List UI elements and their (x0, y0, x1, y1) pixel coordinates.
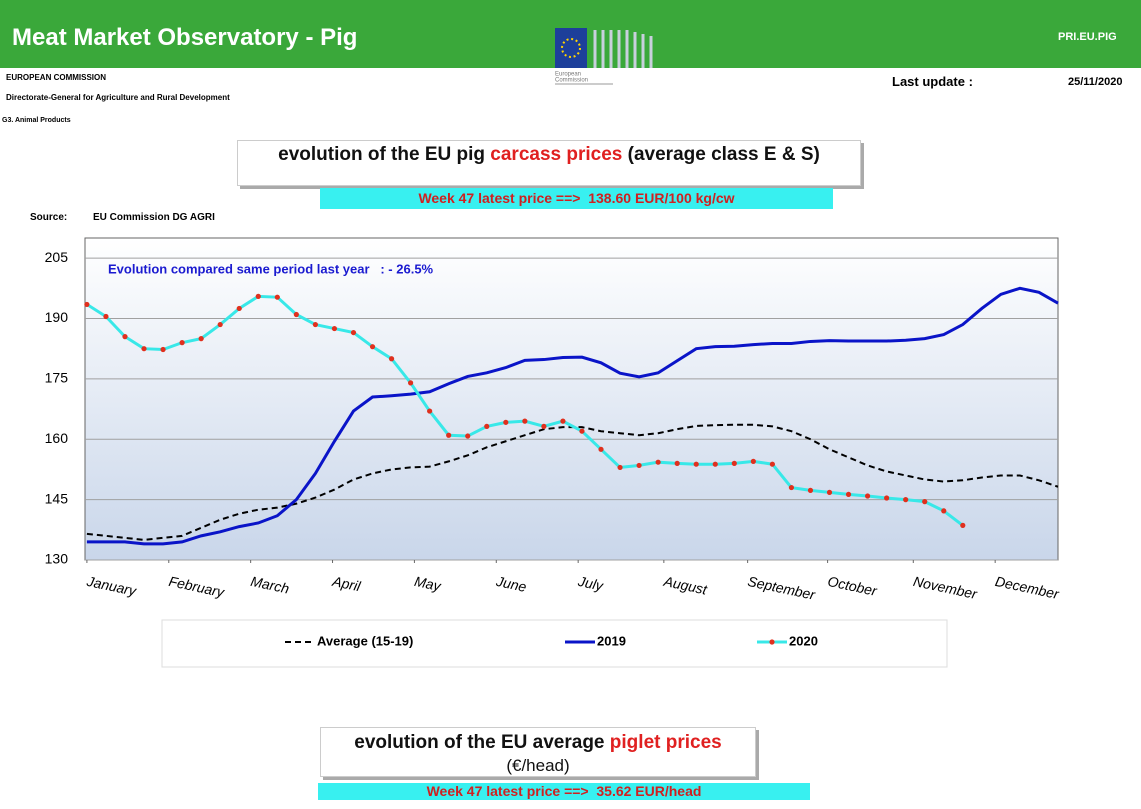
marker (884, 495, 890, 501)
marker (369, 344, 376, 350)
logo-text: European (555, 72, 581, 78)
marker (826, 489, 833, 495)
marker (636, 462, 642, 469)
marker (674, 460, 680, 466)
dg: Directorate-General for Agriculture and … (6, 93, 230, 102)
marker (845, 491, 852, 497)
marker (141, 346, 147, 352)
marker (465, 433, 471, 439)
legend-label: Average (15-19) (317, 633, 413, 648)
marker (750, 458, 756, 464)
title-box (320, 727, 756, 777)
marker (84, 301, 90, 308)
y-tick-label: 160 (45, 430, 69, 446)
marker (807, 487, 814, 493)
title-part: piglet prices (609, 732, 722, 753)
marker (731, 460, 737, 466)
x-tick-label: September (746, 573, 818, 603)
marker (712, 461, 718, 467)
annotation: Evolution compared same period last year… (108, 261, 434, 276)
title-part: evolution of the EU average (354, 732, 605, 753)
x-tick-label: April (330, 573, 363, 595)
y-tick-label: 175 (45, 370, 69, 386)
last-update: 25/11/2020 (1068, 76, 1123, 88)
legend-label: 2020 (789, 633, 818, 648)
y-tick-label: 130 (45, 551, 69, 567)
x-tick-label: January (85, 573, 139, 599)
legend-box (161, 619, 948, 668)
marker (388, 356, 395, 362)
marker (769, 461, 775, 467)
latest-price: Week 47 latest price ==> 35.62 EUR/head (318, 783, 810, 800)
source-label: Source: (30, 212, 68, 223)
header-code: PRI.EU.PIG (1058, 31, 1117, 43)
marker (941, 508, 947, 514)
chart-title: evolution of the EU pig carcass prices (… (237, 144, 861, 166)
marker (236, 305, 242, 312)
x-tick-label: June (494, 573, 528, 595)
header-title: Meat Market Observatory - Pig (12, 24, 358, 51)
legend-marker (769, 639, 775, 645)
marker (903, 497, 909, 503)
title-part: (average class E & S) (627, 144, 820, 165)
x-tick-label: February (167, 573, 226, 601)
y-tick-label: 205 (45, 249, 69, 265)
marker (788, 484, 795, 491)
marker (655, 459, 661, 465)
marker (103, 313, 109, 320)
marker (617, 464, 623, 471)
marker (408, 380, 414, 386)
marker (331, 325, 338, 332)
marker (160, 346, 166, 353)
x-tick-label: May (413, 573, 443, 594)
x-tick-label: July (576, 573, 606, 594)
marker (960, 522, 966, 528)
title-part: carcass prices (490, 144, 623, 165)
marker (541, 423, 547, 429)
legend-label: 2019 (597, 633, 626, 648)
latest-price: Week 47 latest price ==> 138.60 EUR/100 … (320, 188, 833, 209)
marker (217, 321, 223, 328)
x-tick-label: December (994, 573, 1062, 602)
logo-text: Commission (555, 78, 588, 84)
marker (598, 446, 604, 452)
last-update-label: Last update : (892, 74, 973, 89)
x-tick-label: October (826, 573, 879, 599)
marker (198, 336, 204, 342)
title-part: evolution of the EU pig (278, 144, 486, 165)
marker (312, 321, 318, 328)
marker (484, 423, 490, 429)
marker (693, 461, 699, 467)
marker (350, 329, 357, 336)
marker (560, 418, 566, 424)
plot-area (84, 237, 1059, 561)
marker (864, 493, 871, 499)
series-line (86, 286, 1059, 546)
y-tick-label: 190 (45, 309, 69, 325)
title-box (237, 140, 861, 186)
marker (427, 408, 433, 414)
x-tick-label: August (661, 573, 709, 598)
eu-logo: European Commission (555, 28, 653, 85)
marker (922, 499, 928, 505)
marker (179, 340, 185, 346)
marker (274, 294, 280, 300)
marker (122, 334, 128, 340)
marker (293, 311, 299, 318)
marker (579, 428, 585, 434)
unit: G3. Animal Products (2, 117, 71, 124)
chart-title: evolution of the EU average piglet price… (320, 732, 756, 754)
marker (255, 293, 261, 299)
marker (522, 418, 528, 424)
x-tick-label: March (249, 573, 291, 597)
source: EU Commission DG AGRI (93, 212, 215, 223)
org: EUROPEAN COMMISSION (6, 73, 107, 82)
marker (446, 432, 452, 438)
x-tick-label: November (912, 573, 980, 602)
chart: 130 145 160 175 190 205 January February March Ap… (45, 237, 1062, 668)
y-tick-label: 145 (45, 490, 69, 506)
subtitle: (€/head) (506, 756, 570, 775)
marker (503, 419, 509, 425)
